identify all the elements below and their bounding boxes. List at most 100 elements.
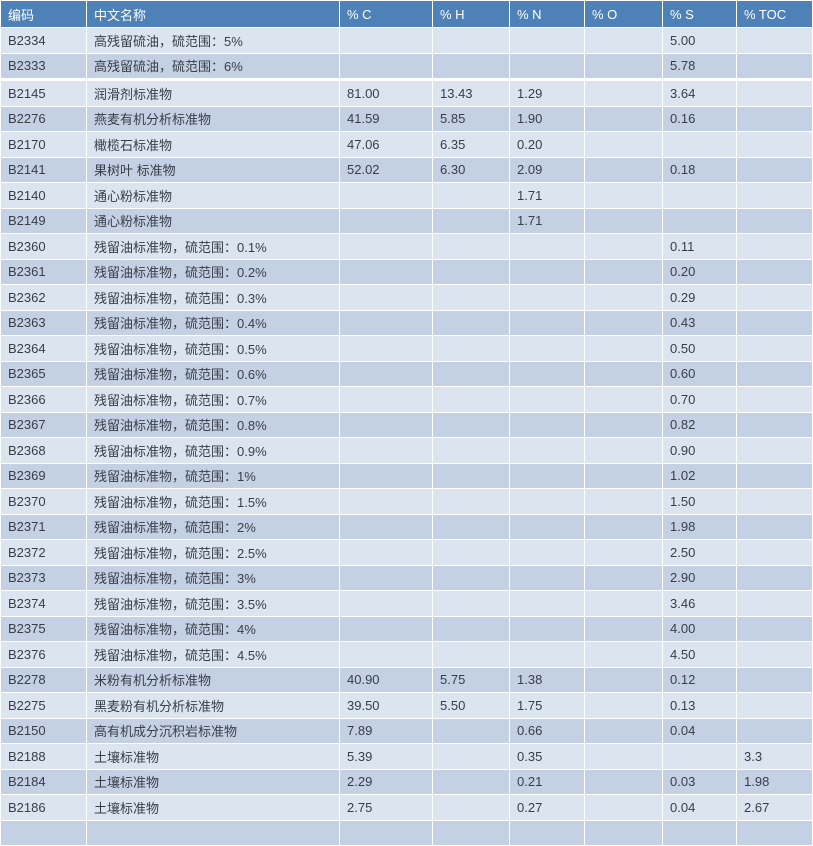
cell-code: B2367 [1, 412, 86, 437]
table-row-B2186: B2186 土壤标准物 2.75 0.27 0.04 2.67 [1, 795, 812, 820]
cell-code: B2375 [1, 616, 86, 641]
cell-s: 0.03 [663, 769, 736, 794]
cell-code: B2373 [1, 565, 86, 590]
cell-toc [737, 157, 812, 182]
cell-toc [737, 81, 812, 106]
cell-code [1, 820, 86, 845]
cell-c: 47.06 [340, 132, 432, 157]
cell-s: 0.20 [663, 259, 736, 284]
cell-toc [737, 183, 812, 208]
cell-toc [737, 718, 812, 743]
cell-code: B2364 [1, 336, 86, 361]
cell-toc [737, 106, 812, 131]
cell-toc [737, 820, 812, 845]
cell-n: 0.35 [510, 744, 584, 769]
cell-o [585, 820, 662, 845]
table-row-B2141: B2141 果树叶 标准物 52.02 6.30 2.09 0.18 [1, 157, 812, 182]
table-row-B2188: B2188 土壤标准物 5.39 0.35 3.3 [1, 744, 812, 769]
cell-o [585, 412, 662, 437]
column-header-code: 编码 [1, 1, 86, 27]
cell-name: 润滑剂标准物 [87, 81, 339, 106]
cell-s: 0.11 [663, 234, 736, 259]
cell-toc [737, 514, 812, 539]
cell-s: 3.46 [663, 591, 736, 616]
cell-name: 通心粉标准物 [87, 208, 339, 233]
cell-s: 5.00 [663, 28, 736, 53]
cell-toc: 2.67 [737, 795, 812, 820]
cell-o [585, 438, 662, 463]
cell-o [585, 183, 662, 208]
cell-h [433, 463, 509, 488]
cell-code: B2369 [1, 463, 86, 488]
table-row-B2370: B2370 残留油标准物，硫范围：1.5% 1.50 [1, 489, 812, 514]
cell-c [340, 820, 432, 845]
cell-c [340, 565, 432, 590]
column-header-name: 中文名称 [87, 1, 339, 27]
cell-o [585, 81, 662, 106]
cell-c [340, 642, 432, 667]
cell-toc [737, 412, 812, 437]
table-row-B2275: B2275 黑麦粉有机分析标准物 39.50 5.50 1.75 0.13 [1, 693, 812, 718]
cell-toc [737, 540, 812, 565]
cell-name: 残留油标准物，硫范围：4% [87, 616, 339, 641]
cell-h: 13.43 [433, 81, 509, 106]
cell-s [663, 820, 736, 845]
cell-s: 1.98 [663, 514, 736, 539]
cell-code: B2275 [1, 693, 86, 718]
cell-toc [737, 310, 812, 335]
cell-o [585, 514, 662, 539]
cell-c: 52.02 [340, 157, 432, 182]
cell-s [663, 183, 736, 208]
cell-code: B2186 [1, 795, 86, 820]
cell-n [510, 591, 584, 616]
cell-c [340, 208, 432, 233]
table-row-B2376: B2376 残留油标准物，硫范围：4.5% 4.50 [1, 642, 812, 667]
cell-o [585, 361, 662, 386]
cell-s: 0.60 [663, 361, 736, 386]
cell-n [510, 285, 584, 310]
cell-name: 残留油标准物，硫范围：0.7% [87, 387, 339, 412]
cell-name: 残留油标准物，硫范围：3% [87, 565, 339, 590]
cell-s [663, 208, 736, 233]
column-header-o: % O [585, 1, 662, 27]
column-header-h: % H [433, 1, 509, 27]
table-row-B2360: B2360 残留油标准物，硫范围：0.1% 0.11 [1, 234, 812, 259]
cell-s: 0.82 [663, 412, 736, 437]
cell-code: B2145 [1, 81, 86, 106]
cell-h [433, 540, 509, 565]
section-gap-cell [1, 79, 812, 80]
cell-name: 土壤标准物 [87, 795, 339, 820]
cell-code: B2334 [1, 28, 86, 53]
cell-c [340, 53, 432, 78]
cell-c [340, 234, 432, 259]
cell-o [585, 616, 662, 641]
cell-n: 1.71 [510, 208, 584, 233]
cell-name: 橄榄石标准物 [87, 132, 339, 157]
cell-name: 残留油标准物，硫范围：1.5% [87, 489, 339, 514]
cell-name: 黑麦粉有机分析标准物 [87, 693, 339, 718]
cell-n: 0.27 [510, 795, 584, 820]
cell-h: 6.35 [433, 132, 509, 157]
cell-h [433, 769, 509, 794]
cell-name: 高残留硫油，硫范围：5% [87, 28, 339, 53]
cell-toc [737, 234, 812, 259]
cell-n: 1.75 [510, 693, 584, 718]
table-row-B2149: B2149 通心粉标准物 1.71 [1, 208, 812, 233]
cell-c: 7.89 [340, 718, 432, 743]
cell-o [585, 795, 662, 820]
cell-n: 1.38 [510, 667, 584, 692]
cell-code: B2374 [1, 591, 86, 616]
cell-o [585, 132, 662, 157]
cell-s: 0.16 [663, 106, 736, 131]
cell-name: 残留油标准物，硫范围：0.6% [87, 361, 339, 386]
cell-s: 0.18 [663, 157, 736, 182]
cell-h [433, 361, 509, 386]
section-gap [1, 79, 812, 80]
cell-o [585, 489, 662, 514]
cell-toc [737, 259, 812, 284]
cell-code: B2368 [1, 438, 86, 463]
cell-h [433, 820, 509, 845]
cell-n: 2.09 [510, 157, 584, 182]
cell-o [585, 336, 662, 361]
table-row-B2334: B2334 高残留硫油，硫范围：5% 5.00 [1, 28, 812, 53]
